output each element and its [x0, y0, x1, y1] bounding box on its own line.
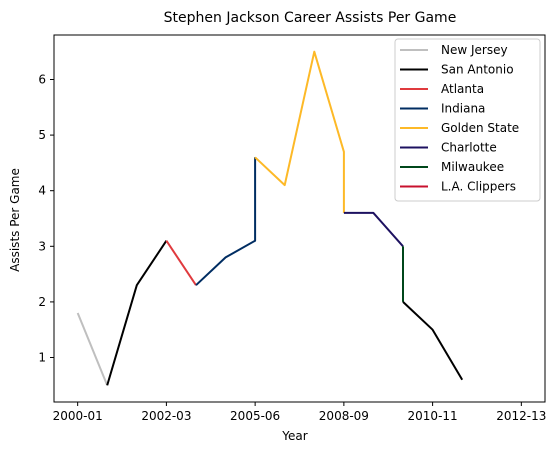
legend-label: L.A. Clippers [441, 180, 516, 194]
y-tick-label: 6 [38, 72, 46, 86]
y-tick-label: 4 [38, 184, 46, 198]
x-tick-label: 2000-01 [53, 409, 103, 423]
x-axis: 2000-01 2002-03 2005-06 2008-09 2010-11 2012-… [53, 402, 546, 423]
legend-label: Atlanta [441, 82, 484, 96]
plot-area [53, 34, 546, 403]
y-tick-label: 5 [38, 128, 46, 142]
legend: New Jersey San Antonio Atlanta Indiana Golde… [394, 38, 541, 202]
legend-label: New Jersey [441, 43, 508, 57]
series-line-5 [343, 211, 404, 247]
y-tick-label: 1 [38, 351, 46, 365]
series-line-3 [195, 157, 257, 286]
legend-box [394, 38, 541, 202]
x-axis-label: Year [281, 429, 307, 443]
series-line-4 [254, 50, 345, 213]
x-tick-label: 2002-03 [141, 409, 191, 423]
y-tick-label: 2 [38, 295, 46, 309]
y-axis-label: Assists Per Game [8, 168, 22, 272]
legend-label: Charlotte [441, 141, 497, 155]
x-tick-label: 2012-13 [496, 409, 546, 423]
x-tick-label: 2005-06 [230, 409, 280, 423]
series-line-0 [76, 312, 109, 386]
series-line-2 [165, 240, 197, 286]
chart-title: Stephen Jackson Career Assists Per Game [164, 10, 457, 26]
legend-label: Indiana [441, 102, 485, 116]
x-tick-label: 2008-09 [319, 409, 369, 423]
plot-frame [53, 34, 546, 403]
legend-label: Golden State [441, 121, 519, 135]
x-tick-label: 2010-11 [408, 409, 458, 423]
legend-label: Milwaukee [441, 160, 504, 174]
y-axis: 1 2 3 4 5 6 [38, 72, 54, 365]
legend-label: San Antonio [441, 63, 514, 77]
y-tick-label: 3 [38, 239, 46, 253]
series-line-1 [106, 240, 168, 386]
series-line-7 [402, 301, 464, 381]
